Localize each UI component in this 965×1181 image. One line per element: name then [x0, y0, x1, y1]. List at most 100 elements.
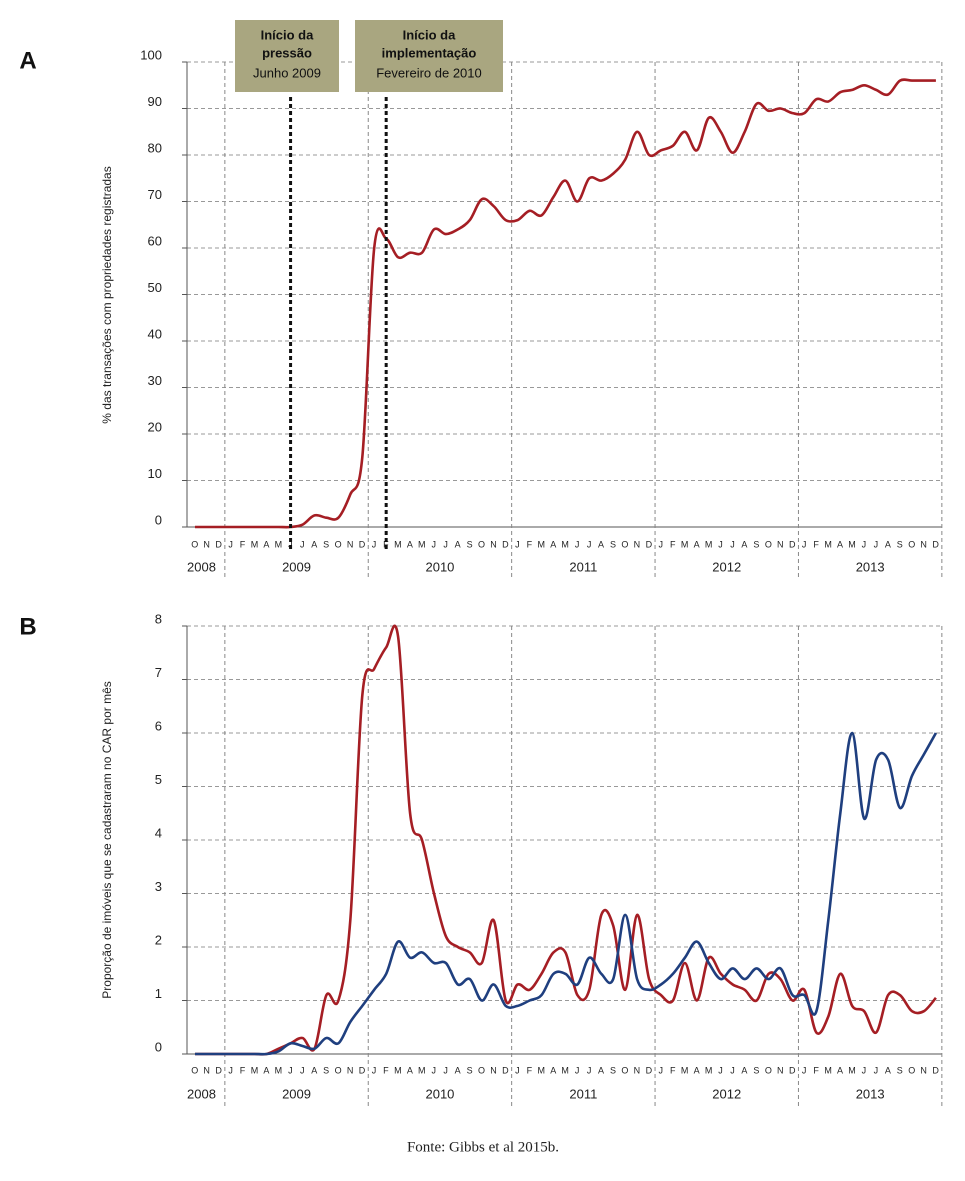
x-tick-label: D	[646, 539, 653, 549]
x-tick-label: D	[215, 539, 222, 549]
x-tick-label: A	[311, 539, 318, 549]
x-tick-label: N	[203, 1065, 210, 1075]
x-tick-label: A	[694, 1065, 701, 1075]
y-tick-label: 0	[155, 512, 162, 527]
x-tick-label: N	[634, 1065, 641, 1075]
x-tick-label: A	[311, 1065, 318, 1075]
x-tick-label: N	[634, 539, 641, 549]
x-tick-label: D	[215, 1065, 222, 1075]
y-tick-label: 80	[148, 140, 162, 155]
x-tick-label: F	[670, 539, 676, 549]
x-tick-label: N	[490, 1065, 497, 1075]
x-tick-label: M	[251, 539, 259, 549]
year-label: 2008	[187, 1086, 216, 1101]
x-tick-label: S	[753, 1065, 760, 1075]
x-tick-label: N	[920, 1065, 927, 1075]
x-tick-label: D	[646, 1065, 653, 1075]
x-tick-label: D	[789, 1065, 796, 1075]
year-label: 2009	[282, 559, 311, 574]
x-tick-label: M	[561, 1065, 569, 1075]
x-tick-label: O	[765, 539, 773, 549]
x-tick-label: F	[383, 539, 389, 549]
x-tick-label: M	[418, 539, 426, 549]
x-tick-label: N	[777, 539, 784, 549]
y-tick-label: 60	[148, 233, 162, 248]
x-tick-label: S	[897, 539, 904, 549]
y-tick-label: 3	[155, 879, 162, 894]
x-tick-label: M	[251, 1065, 259, 1075]
x-tick-label: D	[932, 539, 939, 549]
x-tick-label: J	[862, 1065, 867, 1075]
x-tick-label: F	[670, 1065, 676, 1075]
x-tick-label: J	[659, 539, 664, 549]
panel-letter: A	[19, 47, 36, 74]
x-tick-label: O	[335, 539, 343, 549]
x-tick-label: O	[621, 539, 629, 549]
x-tick-label: F	[813, 1065, 819, 1075]
x-tick-label: J	[718, 539, 723, 549]
x-tick-label: O	[191, 1065, 199, 1075]
x-tick-label: S	[323, 539, 330, 549]
annotation-title: pressão	[262, 45, 312, 60]
x-tick-label: S	[753, 539, 760, 549]
x-tick-label: M	[538, 539, 546, 549]
x-tick-label: A	[741, 1065, 748, 1075]
annotation-title: Início da	[261, 27, 315, 42]
x-tick-label: J	[431, 539, 436, 549]
year-label: 2012	[712, 559, 741, 574]
x-tick-label: M	[538, 1065, 546, 1075]
x-tick-label: A	[407, 1065, 414, 1075]
x-tick-label: M	[848, 1065, 856, 1075]
x-tick-label: M	[561, 539, 569, 549]
data-line	[194, 78, 936, 529]
y-tick-label: 8	[155, 611, 162, 626]
y-tick-label: 100	[140, 47, 162, 62]
x-tick-label: J	[587, 1065, 592, 1075]
annotation-box	[355, 20, 503, 92]
x-tick-label: A	[455, 1065, 462, 1075]
x-tick-label: J	[802, 539, 807, 549]
x-tick-label: A	[550, 1065, 557, 1075]
year-label: 2011	[569, 559, 597, 574]
x-tick-label: M	[394, 1065, 402, 1075]
x-tick-label: J	[372, 539, 377, 549]
x-tick-label: O	[765, 1065, 773, 1075]
x-tick-label: O	[908, 1065, 916, 1075]
x-tick-label: J	[300, 1065, 305, 1075]
y-tick-label: 5	[155, 772, 162, 787]
year-label: 2013	[856, 1086, 885, 1101]
x-tick-label: A	[263, 539, 270, 549]
x-tick-label: S	[467, 1065, 474, 1075]
x-tick-label: S	[610, 539, 617, 549]
x-tick-label: O	[335, 1065, 343, 1075]
annotation-title: Início da	[403, 27, 457, 42]
y-axis-label: Proporção de imóveis que se cadastraram …	[100, 681, 114, 998]
x-tick-label: D	[789, 539, 796, 549]
y-tick-label: 90	[148, 94, 162, 109]
x-tick-label: D	[932, 1065, 939, 1075]
x-tick-label: F	[813, 539, 819, 549]
x-tick-label: J	[443, 539, 448, 549]
x-tick-label: A	[885, 539, 892, 549]
x-tick-label: F	[240, 539, 246, 549]
x-tick-label: A	[550, 539, 557, 549]
x-tick-label: J	[575, 539, 580, 549]
x-tick-label: N	[347, 539, 354, 549]
panel-letter: B	[19, 613, 36, 640]
x-tick-label: J	[575, 1065, 580, 1075]
x-tick-label: J	[300, 539, 305, 549]
x-tick-label: M	[705, 539, 713, 549]
x-tick-label: M	[705, 1065, 713, 1075]
x-tick-label: J	[874, 539, 879, 549]
x-tick-label: J	[515, 539, 520, 549]
x-tick-label: S	[467, 539, 474, 549]
x-tick-label: A	[263, 1065, 270, 1075]
x-tick-label: F	[383, 1065, 389, 1075]
x-tick-label: N	[347, 1065, 354, 1075]
y-tick-label: 30	[148, 373, 162, 388]
x-tick-label: S	[897, 1065, 904, 1075]
data-line	[194, 624, 937, 1056]
x-tick-label: A	[598, 1065, 605, 1075]
x-tick-label: J	[587, 539, 592, 549]
x-tick-label: M	[824, 1065, 832, 1075]
